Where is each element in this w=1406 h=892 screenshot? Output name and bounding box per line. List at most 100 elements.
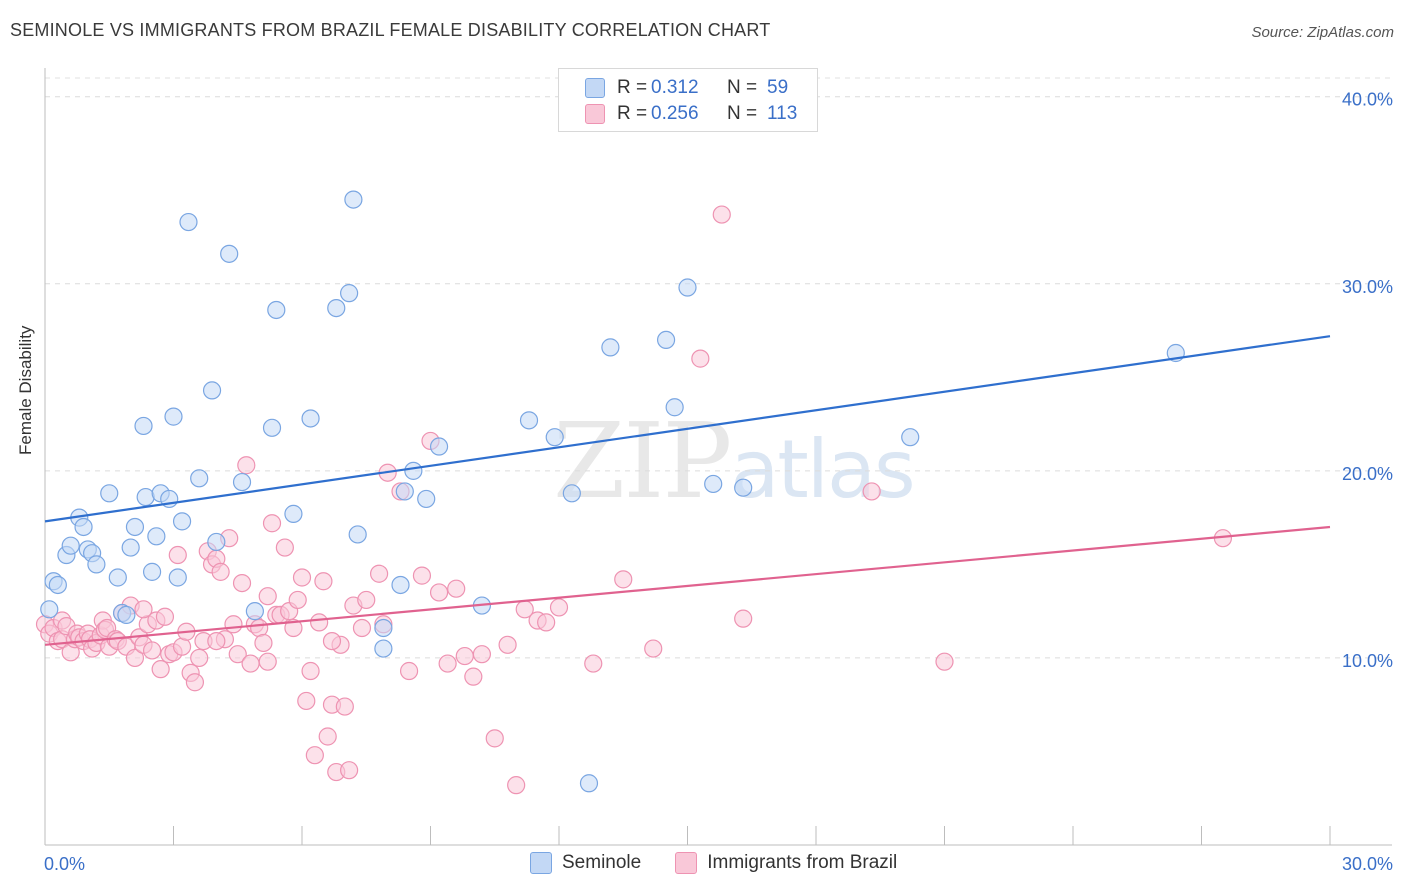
seminole-point	[61, 536, 80, 555]
brazil-point	[429, 583, 449, 602]
legend-item-brazil: Immigrants from Brazil	[675, 852, 897, 874]
seminole-point	[164, 407, 183, 426]
seminole-point	[562, 484, 581, 503]
series-brazil-points	[35, 205, 1233, 795]
brazil-point	[357, 590, 376, 610]
seminole-point	[134, 416, 153, 436]
seminole-point	[395, 482, 414, 501]
seminole-point	[147, 527, 166, 546]
x-tick-label: 30.0%	[1342, 854, 1393, 874]
seminole-point	[678, 278, 697, 297]
seminole-point	[340, 284, 359, 303]
brazil-point	[412, 566, 432, 585]
legend-item-seminole: Seminole	[530, 852, 641, 874]
brazil-point	[935, 652, 954, 671]
brazil-point	[305, 746, 324, 765]
seminole-point	[284, 504, 303, 523]
seminole-point	[232, 472, 252, 492]
legend-row-seminole: R = 0.312 N = 59	[585, 77, 788, 99]
brazil-point	[275, 538, 294, 557]
brazil-point	[314, 572, 333, 591]
seminole-point	[519, 411, 539, 430]
legend-label-brazil: Immigrants from Brazil	[707, 852, 898, 873]
brazil-point	[258, 652, 277, 671]
seminole-swatch	[530, 852, 552, 874]
axes	[44, 68, 1392, 846]
y-tick-label: 30.0%	[1342, 277, 1393, 297]
seminole-point	[172, 512, 192, 531]
brazil-point	[228, 645, 247, 664]
seminole-point	[656, 330, 676, 350]
brazil-point	[241, 654, 260, 673]
y-tick-label: 40.0%	[1342, 90, 1393, 110]
y-tick-label: 20.0%	[1342, 464, 1393, 484]
seminole-point	[74, 517, 93, 537]
brazil-point	[185, 673, 205, 692]
brazil-point	[250, 618, 269, 638]
legend-n-label: N =	[727, 77, 758, 98]
seminole-point	[344, 190, 363, 209]
brazil-point	[168, 545, 187, 565]
seminole-point	[142, 562, 162, 581]
y-tick-label: 10.0%	[1342, 651, 1393, 671]
source-credit: Source: ZipAtlas.com	[1251, 24, 1394, 41]
brazil-point	[134, 600, 153, 619]
brazil-point	[455, 646, 474, 666]
legend-n-value: 113	[767, 103, 798, 124]
legend-r-label: R =	[617, 103, 648, 124]
legend-label-seminole: Seminole	[562, 852, 642, 873]
seminole-point	[579, 774, 599, 793]
brazil-point	[537, 613, 556, 632]
seminole-point	[267, 300, 286, 320]
seminole-point	[207, 532, 226, 552]
grid-lines	[45, 77, 1392, 659]
brazil-point	[399, 661, 419, 681]
seminole-point	[220, 244, 239, 263]
seminole-point	[40, 600, 59, 619]
seminole-point	[734, 478, 753, 497]
legend-n-value: 59	[767, 77, 789, 98]
brazil-point	[584, 654, 603, 673]
brazil-swatch	[585, 104, 605, 124]
seminole-point	[245, 602, 264, 621]
brazil-point	[498, 635, 517, 654]
brazil-point	[190, 648, 209, 668]
brazil-point	[262, 514, 282, 533]
seminole-point	[429, 437, 449, 456]
seminole-point	[901, 428, 920, 447]
brazil-point	[485, 729, 504, 748]
brazil-point	[438, 654, 457, 673]
watermark: ZIPatlas	[553, 400, 916, 522]
brazil-point	[224, 615, 243, 634]
brazil-point	[211, 562, 230, 581]
brazil-point	[734, 609, 753, 628]
watermark-atlas: atlas	[730, 423, 915, 516]
brazil-point	[318, 727, 337, 746]
brazil-point	[644, 639, 663, 658]
stats-legend: R = 0.312 N = 59 R = 0.256 N = 113	[558, 68, 818, 132]
brazil-point	[172, 637, 192, 656]
seminole-point	[404, 461, 423, 480]
seminole-trend-line	[44, 335, 1331, 523]
brazil-point	[254, 633, 273, 653]
brazil-point	[464, 667, 483, 686]
brazil-point	[549, 598, 569, 617]
brazil-point	[447, 579, 466, 598]
brazil-point	[232, 573, 252, 593]
brazil-point	[472, 645, 491, 664]
seminole-swatch	[585, 78, 605, 98]
brazil-point	[322, 631, 342, 651]
seminole-point	[545, 428, 564, 447]
brazil-point	[691, 349, 710, 368]
brazil-point	[258, 587, 277, 606]
seminole-point	[301, 409, 320, 428]
brazil-point	[614, 570, 633, 589]
seminole-point	[121, 538, 140, 557]
seminole-point	[704, 474, 723, 494]
seminole-point	[179, 212, 198, 232]
series-legend: Seminole Immigrants from Brazil	[530, 852, 931, 874]
seminole-point	[190, 469, 209, 488]
brazil-point	[310, 613, 329, 632]
seminole-point	[665, 398, 684, 417]
brazil-point	[507, 776, 526, 795]
